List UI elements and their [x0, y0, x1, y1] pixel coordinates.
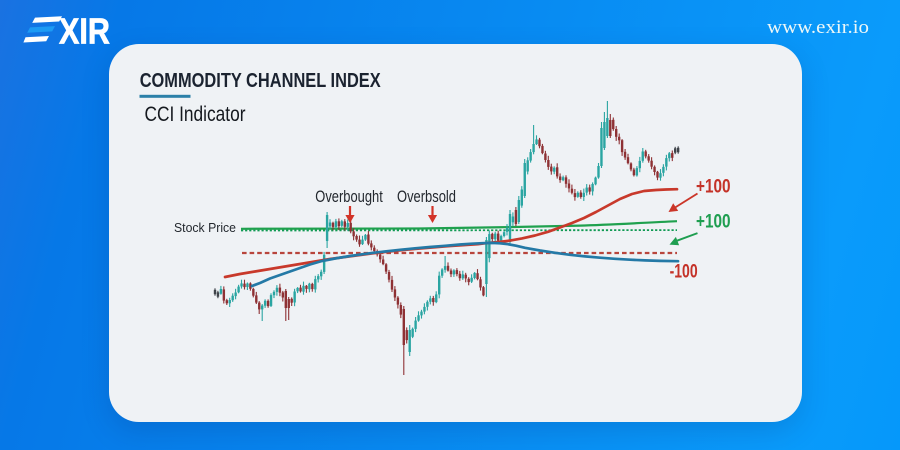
svg-text:Stock Price: Stock Price — [174, 220, 236, 235]
svg-text:Overbought: Overbought — [315, 187, 383, 206]
svg-text:XIR: XIR — [59, 11, 110, 52]
svg-text:+100: +100 — [696, 177, 731, 198]
svg-text:Overbsold: Overbsold — [397, 187, 456, 206]
svg-text:+100: +100 — [696, 212, 731, 233]
svg-text:www.exir.io: www.exir.io — [767, 17, 869, 38]
svg-text:CCI Indicator: CCI Indicator — [145, 103, 246, 126]
svg-text:COMMODITY CHANNEL INDEX: COMMODITY CHANNEL INDEX — [140, 70, 382, 92]
svg-text:-100: -100 — [670, 262, 698, 283]
